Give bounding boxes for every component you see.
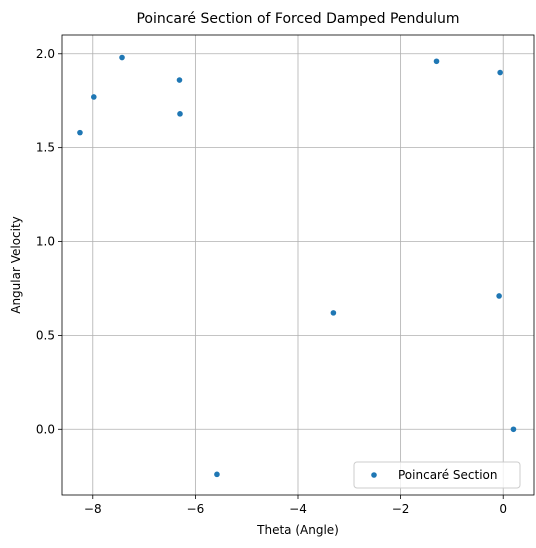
x-tick-label: −8	[84, 502, 102, 516]
x-axis-ticks: −8 −6 −4 −2 0	[84, 495, 507, 516]
y-tick-label: 0.5	[36, 328, 55, 342]
x-axis-label: Theta (Angle)	[256, 523, 339, 537]
scatter-point	[497, 69, 503, 76]
chart-title: Poincaré Section of Forced Damped Pendul…	[136, 11, 459, 27]
grid-lines	[62, 35, 534, 495]
y-axis-label: Angular Velocity	[9, 216, 23, 314]
y-tick-label: 0.0	[36, 422, 55, 436]
scatter-point	[77, 129, 83, 136]
scatter-point	[119, 54, 125, 61]
scatter-point	[177, 111, 183, 117]
legend: Poincaré Section	[353, 461, 521, 489]
legend-box	[353, 461, 521, 489]
scatter-point	[496, 293, 502, 299]
y-tick-label: 1.5	[36, 141, 55, 155]
scatter-point	[214, 471, 220, 478]
x-tick-label: 0	[499, 502, 507, 516]
y-tick-label: 2.0	[36, 47, 55, 61]
x-tick-label: −6	[187, 502, 205, 516]
legend-label: Poincaré Section	[398, 468, 498, 482]
y-tick-label: 1.0	[36, 235, 55, 249]
scatter-point	[176, 77, 183, 83]
scatter-point	[433, 58, 440, 65]
scatter-point	[330, 310, 337, 316]
x-tick-label: −4	[289, 502, 307, 516]
y-axis-ticks: 0.0 0.5 1.0 1.5 2.0	[36, 47, 62, 436]
x-tick-label: −2	[392, 502, 410, 516]
legend-marker	[371, 472, 377, 478]
scatter-point	[510, 426, 517, 433]
scatter-points	[77, 54, 517, 478]
scatter-point	[91, 94, 97, 100]
